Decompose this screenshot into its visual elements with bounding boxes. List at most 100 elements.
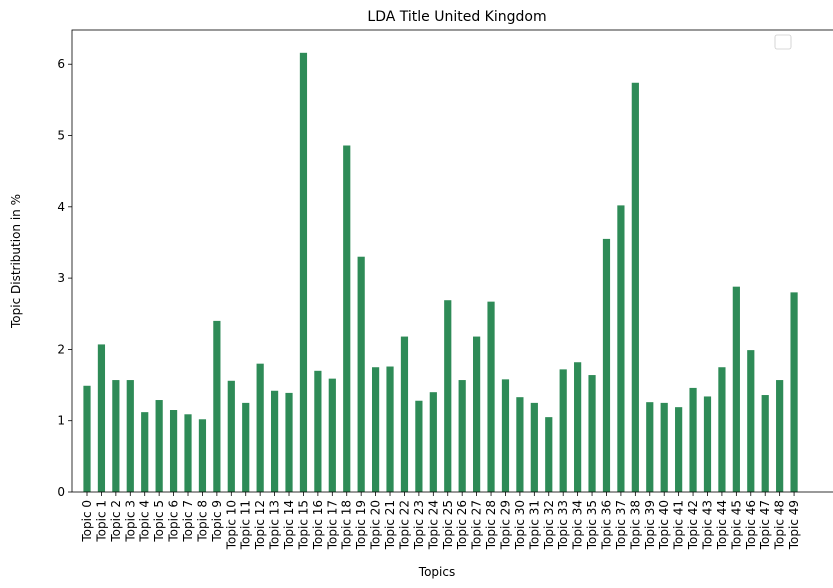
x-tick-label: Topic 0 bbox=[80, 500, 94, 543]
x-tick-label: Topic 4 bbox=[138, 500, 152, 543]
x-tick-label: Topic 32 bbox=[542, 500, 556, 550]
x-tick-label: Topic 31 bbox=[527, 500, 541, 550]
bar-topic-45 bbox=[732, 286, 740, 492]
bar-topic-28 bbox=[487, 301, 495, 492]
x-tick-label: Topic 36 bbox=[599, 500, 613, 550]
bar-topic-16 bbox=[314, 370, 322, 492]
x-tick-label: Topic 11 bbox=[239, 500, 253, 550]
bar-topic-6 bbox=[169, 410, 178, 492]
bar-topic-29 bbox=[501, 379, 510, 492]
x-tick-label: Topic 37 bbox=[614, 500, 628, 550]
x-tick-label: Topic 26 bbox=[455, 500, 469, 550]
bar-topic-3 bbox=[126, 380, 134, 492]
x-tick-label: Topic 40 bbox=[657, 500, 671, 550]
x-tick-label: Topic 10 bbox=[224, 500, 238, 550]
y-tick-label: 5 bbox=[57, 129, 65, 143]
bar-topic-47 bbox=[761, 395, 769, 492]
x-tick-label: Topic 1 bbox=[94, 500, 108, 543]
x-tick-label: Topic 24 bbox=[426, 500, 440, 550]
x-tick-label: Topic 9 bbox=[210, 500, 224, 543]
bar-topic-26 bbox=[458, 380, 466, 492]
x-tick-label: Topic 45 bbox=[729, 500, 743, 550]
x-tick-label: Topic 27 bbox=[470, 500, 484, 550]
bar-topic-24 bbox=[429, 392, 437, 492]
bar-topic-42 bbox=[689, 387, 697, 492]
bar-topic-25 bbox=[444, 300, 452, 492]
bar-topic-17 bbox=[328, 378, 336, 492]
x-tick-label: Topic 33 bbox=[556, 500, 570, 550]
y-tick-label: 6 bbox=[57, 57, 65, 71]
y-tick-label: 0 bbox=[57, 485, 65, 499]
x-tick-label: Topic 7 bbox=[181, 500, 195, 543]
x-tick-label: Topic 39 bbox=[643, 500, 657, 550]
bar-topic-5 bbox=[155, 400, 163, 492]
x-tick-label: Topic 16 bbox=[311, 500, 325, 550]
x-tick-label: Topic 6 bbox=[167, 500, 181, 543]
bar-topic-38 bbox=[631, 82, 639, 492]
chart-title: LDA Title United Kingdom bbox=[367, 9, 546, 25]
x-tick-label: Topic 30 bbox=[513, 500, 527, 550]
bar-topic-36 bbox=[602, 238, 611, 492]
bar-topic-19 bbox=[357, 256, 365, 492]
bar-topic-33 bbox=[559, 369, 567, 492]
x-tick-label: Topic 21 bbox=[383, 500, 397, 550]
y-tick-label: 4 bbox=[57, 200, 65, 214]
bar-topic-10 bbox=[227, 380, 235, 492]
x-tick-label: Topic 44 bbox=[715, 500, 729, 550]
plot-frame bbox=[71, 29, 833, 493]
bar-topic-0 bbox=[83, 385, 91, 492]
bar-topic-23 bbox=[415, 400, 423, 492]
bar-topic-4 bbox=[141, 412, 149, 492]
bar-topic-27 bbox=[473, 336, 481, 492]
x-tick-label: Topic 41 bbox=[672, 500, 686, 550]
bar-topic-13 bbox=[270, 390, 279, 492]
bar-topic-31 bbox=[530, 402, 538, 492]
x-tick-label: Topic 46 bbox=[744, 500, 758, 550]
x-tick-label: Topic 38 bbox=[628, 500, 642, 550]
x-tick-label: Topic 15 bbox=[296, 500, 310, 550]
legend-box bbox=[774, 34, 792, 50]
x-tick-label: Topic 42 bbox=[686, 500, 700, 550]
bars-group bbox=[83, 52, 798, 493]
x-tick-label: Topic 34 bbox=[571, 500, 585, 550]
x-tick-label: Topic 5 bbox=[152, 500, 166, 543]
y-axis-label: Topic Distribution in % bbox=[9, 194, 23, 329]
x-tick-label: Topic 20 bbox=[369, 500, 383, 550]
x-tick-label: Topic 13 bbox=[268, 500, 282, 550]
bar-topic-48 bbox=[776, 380, 784, 492]
x-tick-label: Topic 19 bbox=[354, 500, 368, 550]
bar-topic-22 bbox=[400, 336, 409, 492]
bar-topic-7 bbox=[184, 414, 192, 492]
x-tick-label: Topic 22 bbox=[397, 500, 411, 550]
bar-topic-32 bbox=[545, 417, 553, 492]
bar-topic-43 bbox=[703, 396, 712, 492]
bar-topic-34 bbox=[574, 362, 582, 492]
y-tick-label: 1 bbox=[57, 414, 65, 428]
x-tick-label: Topic 17 bbox=[325, 500, 339, 550]
x-tick-label: Topic 23 bbox=[412, 500, 426, 550]
x-tick-label: Topic 18 bbox=[340, 500, 354, 550]
bar-topic-9 bbox=[213, 320, 221, 492]
x-tick-label: Topic 8 bbox=[195, 500, 209, 543]
bar-topic-14 bbox=[285, 392, 293, 492]
bar-topic-46 bbox=[747, 350, 755, 492]
bar-topic-20 bbox=[372, 367, 380, 492]
x-axis-label: Topics bbox=[418, 565, 455, 579]
x-tick-label: Topic 49 bbox=[787, 500, 801, 550]
x-tick-label: Topic 28 bbox=[484, 500, 498, 550]
x-tick-label: Topic 47 bbox=[758, 500, 772, 550]
bar-topic-8 bbox=[198, 419, 207, 492]
bar-topic-11 bbox=[242, 402, 250, 492]
x-tick-label: Topic 3 bbox=[123, 500, 137, 543]
x-tick-label: Topic 48 bbox=[773, 500, 787, 550]
x-axis-ticks: Topic 0 Topic 1 Topic 2 Topic 3 Topic 4 Topic… bbox=[80, 492, 801, 550]
bar-topic-35 bbox=[588, 375, 596, 492]
bar-topic-39 bbox=[646, 402, 654, 492]
bar-topic-12 bbox=[256, 363, 264, 492]
bar-topic-1 bbox=[97, 344, 106, 492]
bar-topic-30 bbox=[516, 397, 524, 492]
x-tick-label: Topic 2 bbox=[109, 500, 123, 543]
x-tick-label: Topic 25 bbox=[441, 500, 455, 550]
y-tick-label: 2 bbox=[57, 342, 65, 356]
